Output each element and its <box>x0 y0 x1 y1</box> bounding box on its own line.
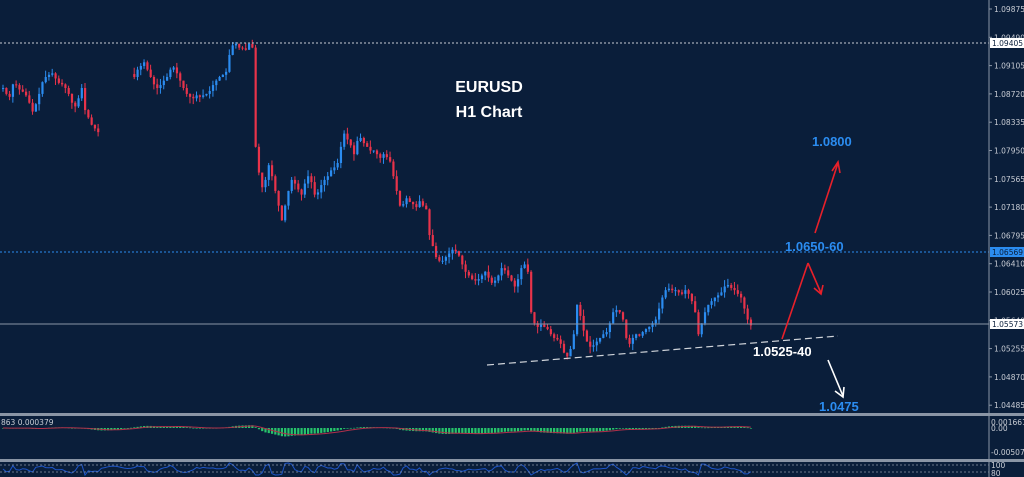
price-axis-tick: 1.06795 <box>994 231 1024 240</box>
svg-text:1.09405: 1.09405 <box>992 39 1023 48</box>
annotation-support: 1.0525-40 <box>753 344 812 359</box>
osc-tick-bottom: 80 <box>991 469 1001 477</box>
red-arrow-down-from-1.0650 <box>807 262 824 296</box>
price-axis-tick: 1.05255 <box>994 345 1024 354</box>
macd-tick-zero: 0.00 <box>991 424 1008 433</box>
chart-symbol-title: EURUSD <box>455 79 523 96</box>
oscillator-indicator-pane[interactable] <box>2 462 752 477</box>
annotation-target-1.0800: 1.0800 <box>812 134 852 149</box>
price-axis-tick: 1.07950 <box>994 147 1024 156</box>
support-trendline[interactable] <box>486 335 839 366</box>
price-axis-tick: 1.06025 <box>994 288 1024 297</box>
red-arrow-up-to-1.0800 <box>814 159 841 234</box>
annotation-target-1.0475: 1.0475 <box>819 399 859 414</box>
svg-text:1.06569: 1.06569 <box>992 248 1023 257</box>
price-axis[interactable]: 1.09875 1.09490 1.09105 1.08720 1.08335 1.079… <box>989 5 1024 410</box>
macd-indicator-pane[interactable] <box>2 425 753 437</box>
annotation-resistance: 1.0650-60 <box>785 239 844 254</box>
macd-tick-top: 0.001661 <box>991 418 1024 427</box>
price-tag-1.09405: 1.09405 <box>990 38 1024 48</box>
price-axis-tick: 1.04870 <box>994 373 1024 382</box>
price-axis-tick: 1.06410 <box>994 260 1024 269</box>
price-tag-1.06569: 1.06569 <box>990 247 1024 257</box>
price-axis-tick: 1.09490 <box>994 33 1024 42</box>
price-tag-current: 1.05573 <box>990 319 1024 329</box>
macd-value-label: 863 0.000379 <box>1 418 54 427</box>
white-arrow-down-to-1.0475 <box>827 359 845 399</box>
price-axis-tick: 1.09875 <box>994 5 1024 14</box>
svg-text:1.05573: 1.05573 <box>992 320 1023 329</box>
pane-separator-1[interactable] <box>0 413 1024 416</box>
price-axis-tick: 1.07565 <box>994 175 1024 184</box>
red-arrow-up-to-1.0650 <box>781 262 809 340</box>
osc-tick-top: 100 <box>991 461 1006 470</box>
price-axis-tick: 1.08720 <box>994 90 1024 99</box>
price-axis-tick: 1.09105 <box>994 62 1024 71</box>
macd-tick-bottom: -0.005073 <box>991 448 1024 457</box>
price-axis-tick: 1.08335 <box>994 118 1024 127</box>
price-axis-tick: 1.07180 <box>994 203 1024 212</box>
candlesticks <box>2 39 753 360</box>
price-axis-tick: 1.04485 <box>994 401 1024 410</box>
pane-separator-2[interactable] <box>0 459 1024 462</box>
chart-timeframe-title: H1 Chart <box>456 104 523 121</box>
